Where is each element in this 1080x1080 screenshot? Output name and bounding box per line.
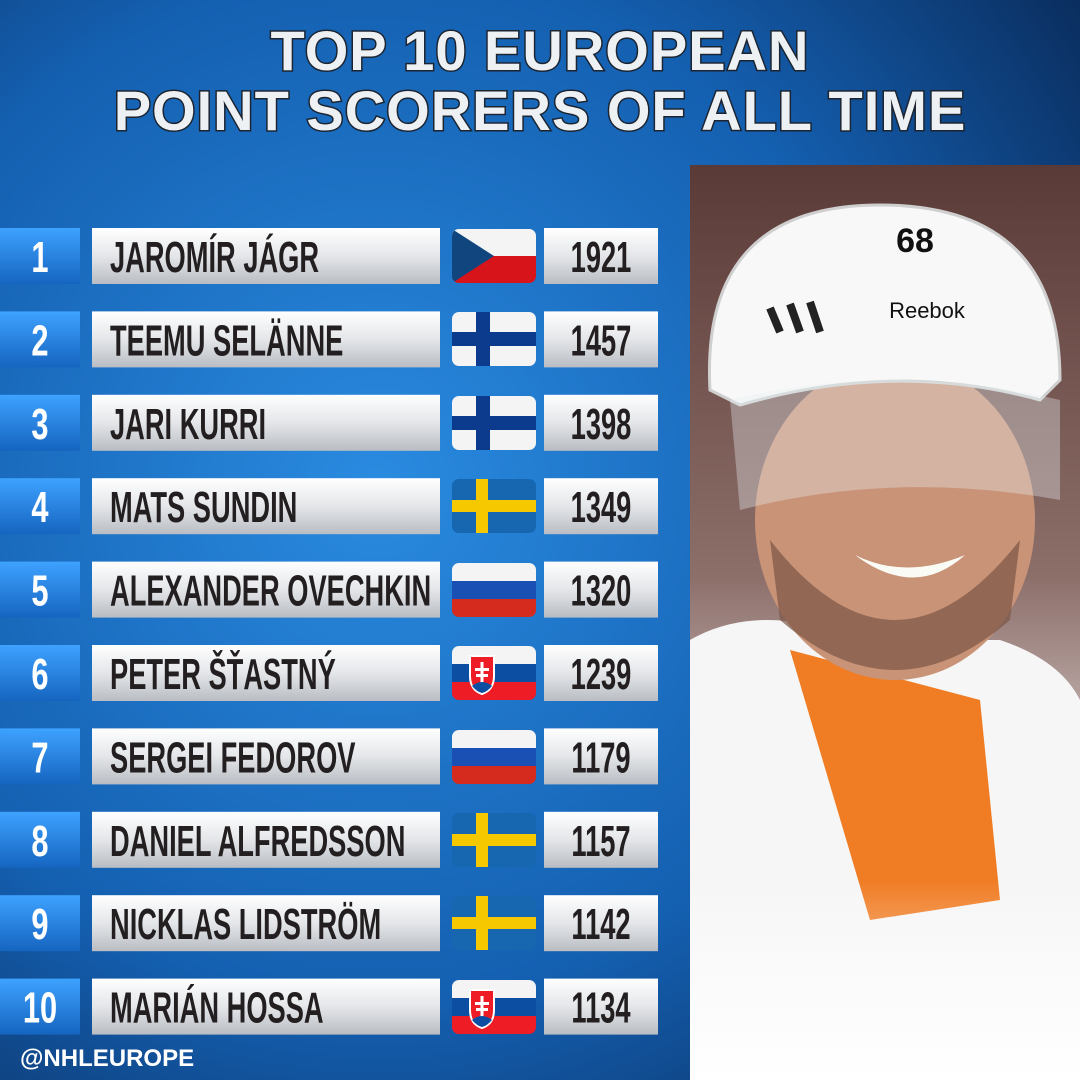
name-box [92, 478, 440, 535]
flag [452, 479, 536, 533]
points-box [544, 811, 658, 868]
rank: 3 [31, 401, 48, 450]
name-box [92, 645, 440, 701]
points-box [544, 311, 658, 368]
rank: 9 [31, 901, 48, 950]
player-name: TEEMU SELÄNNE [110, 316, 343, 365]
helmet-brand: Reebok [889, 298, 966, 323]
player-name: DANIEL ALFREDSSON [110, 816, 405, 865]
points-box [544, 728, 658, 785]
points-box [544, 561, 658, 618]
helmet-number: 68 [896, 222, 934, 260]
rank-box [0, 645, 80, 701]
points: 1457 [571, 316, 632, 365]
player-name: ALEXANDER OVECHKIN [110, 566, 431, 615]
player-name: MARIÁN HOSSA [110, 983, 324, 1032]
player-name: NICKLAS LIDSTRÖM [110, 900, 381, 949]
rank-box [0, 811, 80, 868]
points: 1921 [571, 232, 632, 281]
flag [452, 312, 536, 366]
title-line: POINT SCORERS OF ALL TIME [114, 79, 967, 142]
flag [452, 896, 536, 950]
points-box [544, 394, 658, 451]
player-name: JAROMÍR JÁGR [110, 232, 319, 281]
name-box [92, 394, 440, 451]
rank-box [0, 228, 80, 284]
player-name: SERGEI FEDOROV [110, 733, 356, 782]
rank-box [0, 394, 80, 451]
name-box [92, 561, 440, 618]
points-box [544, 228, 658, 284]
flag [452, 396, 536, 450]
rank-box [0, 895, 80, 952]
rank: 4 [31, 484, 48, 533]
rank-box [0, 561, 80, 618]
rank-box [0, 478, 80, 535]
player-name: JARI KURRI [110, 399, 266, 448]
name-box [92, 895, 440, 952]
name-box [92, 978, 440, 1035]
flag [452, 813, 536, 867]
points-box [544, 478, 658, 535]
flag [452, 980, 536, 1034]
name-box [92, 728, 440, 785]
rank: 1 [31, 234, 48, 283]
player-name: PETER ŠŤASTNÝ [110, 648, 336, 698]
flag [452, 229, 536, 283]
points-box [544, 895, 658, 952]
points: 1349 [571, 483, 632, 532]
points: 1157 [571, 816, 630, 865]
footer-handle: @NHLEUROPE [20, 1045, 194, 1072]
rank: 2 [31, 317, 48, 366]
player-photo: 68 Reebok [690, 165, 1080, 1080]
points: 1398 [571, 399, 632, 448]
rank-box [0, 728, 80, 785]
flag [452, 563, 536, 617]
flag [452, 730, 536, 784]
rank: 6 [31, 651, 48, 700]
rank: 8 [31, 818, 48, 867]
points: 1320 [571, 566, 632, 615]
title-line: TOP 10 EUROPEAN [271, 19, 810, 82]
rank: 5 [31, 567, 48, 616]
rank-box [0, 978, 80, 1035]
points: 1134 [571, 983, 631, 1032]
points-box [544, 645, 658, 701]
rank: 10 [23, 984, 57, 1033]
name-box [92, 228, 440, 284]
player-name: MATS SUNDIN [110, 483, 297, 532]
points: 1239 [571, 649, 632, 698]
rank: 7 [31, 734, 48, 783]
table: 1 JAROMÍR JÁGR 1921 2 TEEMU SELÄNNE 1457 3 JARI… [0, 228, 658, 1035]
flag [452, 646, 536, 700]
points: 1142 [571, 900, 630, 949]
points: 1179 [571, 733, 630, 782]
points-box [544, 978, 658, 1035]
name-box [92, 811, 440, 868]
rank-box [0, 311, 80, 368]
name-box [92, 311, 440, 368]
